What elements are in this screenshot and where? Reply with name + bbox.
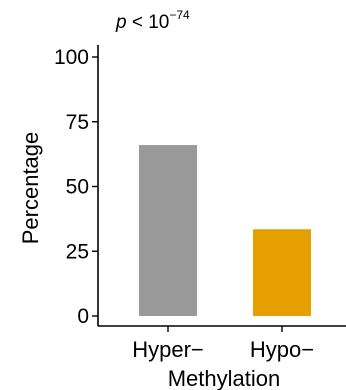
- x-tick-label: Hyper−: [132, 337, 204, 362]
- bar-hypo: [253, 229, 311, 316]
- p-symbol: p: [115, 12, 127, 33]
- p-value-annotation: p < 10−74: [115, 8, 190, 33]
- y-tick-label: 0: [77, 305, 89, 328]
- axes: [97, 45, 346, 327]
- y-tick-label: 100: [54, 46, 89, 69]
- y-tick-label: 25: [66, 240, 89, 263]
- y-tick-label: 50: [66, 176, 89, 199]
- y-tick-label: 75: [66, 111, 89, 134]
- bar-hyper: [139, 145, 197, 316]
- p-operator: < 10: [127, 12, 170, 33]
- p-exponent: −74: [169, 8, 190, 22]
- x-axis-label: Methylation: [168, 366, 281, 390]
- y-axis-label: Percentage: [18, 132, 43, 245]
- x-tick-label: Hypo−: [250, 337, 314, 362]
- bars: [139, 145, 311, 316]
- ticks: 0 25 50 75 100 Hyper− Hypo−: [54, 46, 314, 362]
